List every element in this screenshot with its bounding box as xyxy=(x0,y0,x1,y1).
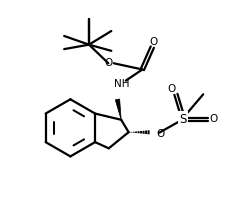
Text: O: O xyxy=(167,84,175,94)
Text: S: S xyxy=(180,113,187,126)
Text: O: O xyxy=(210,114,218,124)
Text: O: O xyxy=(150,37,158,47)
Text: O: O xyxy=(156,129,165,139)
Text: S: S xyxy=(180,113,187,126)
Text: O: O xyxy=(104,58,112,68)
Polygon shape xyxy=(115,99,121,120)
Text: NH: NH xyxy=(114,79,129,89)
